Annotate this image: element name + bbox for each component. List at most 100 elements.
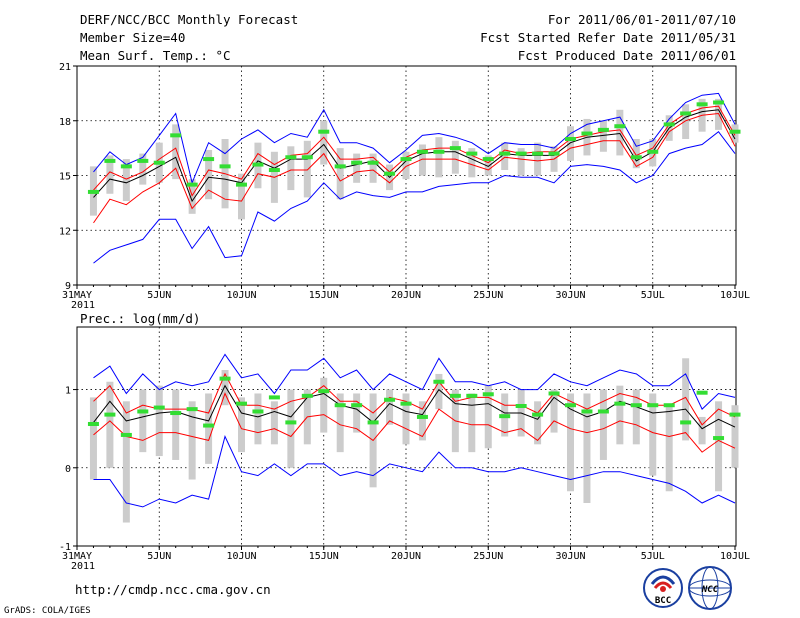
obs-marker [482,392,494,397]
obs-marker [400,401,412,406]
obs-marker [565,137,576,141]
obs-marker [384,171,396,176]
header-produced-date: Fcst Produced Date 2011/06/01 [518,48,736,63]
spread-bar [468,148,476,178]
obs-marker [581,131,593,136]
obs-marker [713,436,725,441]
obs-marker [252,162,264,167]
obs-marker [597,409,609,414]
spread-bar [122,159,130,202]
obs-marker [630,155,642,160]
x-tick-label: 25JUN [473,290,503,301]
precip-panel-title: Prec.: log(mm/d) [80,311,200,326]
obs-marker [581,409,593,414]
spread-bar [517,148,525,176]
spread-bar [254,393,262,445]
obs-marker [203,157,215,162]
spread-bar [435,373,443,410]
spread-bar [287,389,295,468]
spread-bar [484,385,492,449]
spread-bar [682,358,690,441]
y-tick-label: 18 [59,117,71,128]
x-tick-label: 5JUN [147,290,171,301]
spread-bar [632,389,640,445]
y-tick-label: 15 [59,172,71,183]
obs-marker [236,182,247,187]
obs-marker [153,405,165,410]
spread-bar [353,153,361,183]
x-year-label: 2011 [71,561,95,572]
obs-marker [713,100,725,105]
obs-marker [466,393,478,398]
obs-marker [301,393,313,398]
series-line-max [93,92,736,185]
obs-marker [351,403,363,408]
spread-bar [468,393,476,453]
obs-marker [87,421,99,426]
obs-marker [548,151,560,156]
x-tick-label: 15JUN [309,551,339,562]
header-member-size: Member Size=40 [80,30,185,45]
spread-bar [106,381,114,468]
obs-marker [499,151,511,156]
obs-marker [400,157,412,162]
obs-marker [367,160,379,165]
spread-bar [501,142,509,171]
obs-marker [696,102,708,107]
series-line-upper [93,105,736,197]
bcc-logo: BCC [643,568,683,608]
y-tick-label: 0 [65,464,71,475]
obs-marker [268,168,280,173]
spread-bar [320,377,328,433]
obs-marker [433,379,445,384]
obs-marker [186,407,198,412]
obs-marker [663,122,675,127]
spread-bar [353,393,361,433]
obs-marker [680,420,692,425]
x-tick-label: 5JUN [147,551,171,562]
x-tick-label: 5JUL [641,290,665,301]
spread-bar [632,139,640,169]
spread-bar [188,179,196,214]
obs-marker [170,133,182,138]
obs-marker [449,146,461,151]
spread-bar [451,140,459,174]
y-tick-label: 21 [59,62,71,73]
ncc-logo-text: NCC [701,585,719,595]
x-tick-label: 25JUN [473,551,503,562]
obs-marker [466,151,478,156]
spread-bar [682,104,690,139]
obs-marker [680,111,692,116]
obs-marker [219,164,231,169]
x-tick-label: 30JUN [555,290,585,301]
x-tick-label: 20JUN [391,290,421,301]
spread-bar [649,393,657,476]
obs-marker [532,151,544,156]
obs-marker [433,149,445,154]
series-line-upper [93,372,736,426]
obs-marker [268,395,280,400]
spread-bar [303,140,311,198]
footer-credit: GrADS: COLA/IGES [4,606,91,616]
obs-marker [663,403,675,408]
obs-marker [334,164,346,169]
obs-marker [515,151,527,156]
obs-marker [252,409,264,414]
x-year-label: 2011 [71,300,95,311]
temperature-panel: 31MAY 5JUN 10JUN 15JUN 20JUN 25JUN 30JUN 5JUL 10… [59,62,750,311]
obs-marker [120,164,132,169]
y-tick-label: -1 [59,542,71,553]
obs-marker [647,149,659,154]
obs-marker [384,397,396,402]
x-tick-label: 10JUN [226,551,256,562]
obs-marker [318,389,330,394]
x-tick-label: 30JUN [555,551,585,562]
x-tick-label: 10JUL [720,551,750,562]
obs-marker [285,155,297,160]
footer-url[interactable]: http://cmdp.ncc.cma.gov.cn [75,582,271,597]
spread-bar [484,155,492,176]
series-line-max [93,353,736,410]
obs-marker [729,129,741,134]
obs-marker [696,390,708,395]
